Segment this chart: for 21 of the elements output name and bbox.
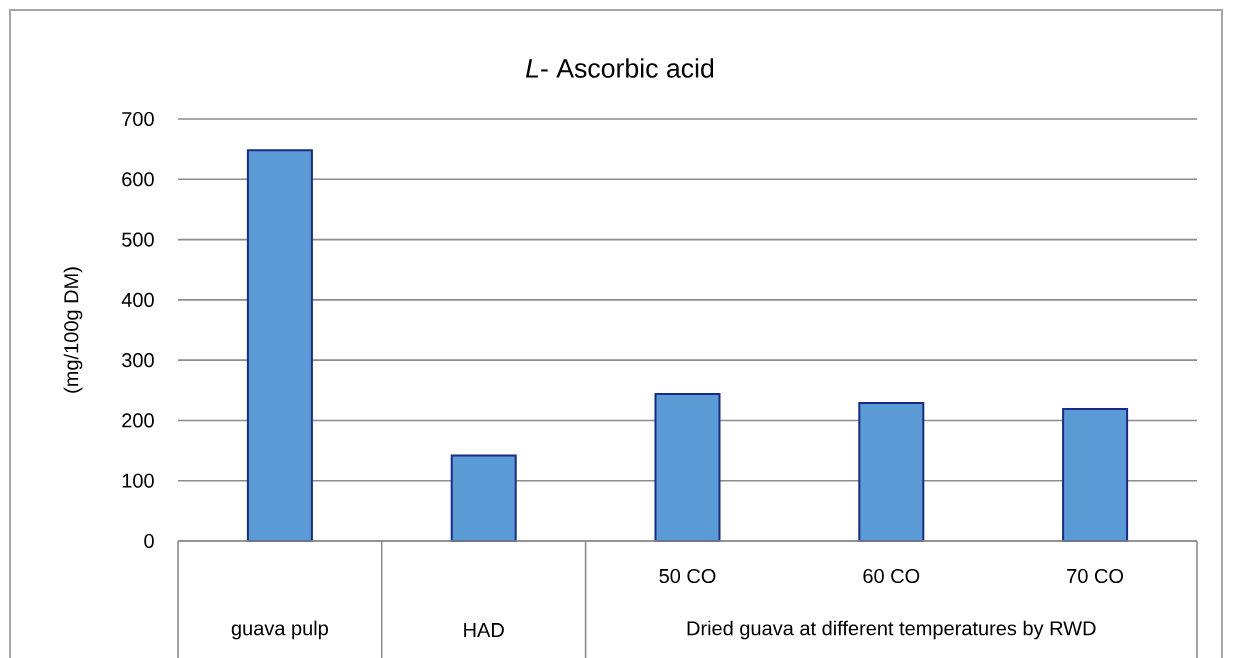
y-tick-label: 700 [122, 111, 154, 127]
bar [1062, 407, 1129, 542]
x-tick-label: 70 CO [1067, 568, 1124, 584]
text: Dried guava at different temperatures by RWD [687, 620, 1096, 640]
bar [450, 454, 517, 542]
y-tick-label: 300 [122, 353, 154, 368]
x-tick-label: 50 CO [659, 568, 716, 584]
x-tick-label: guava pulp [231, 620, 328, 640]
y-tick-label: 400 [121, 292, 154, 307]
bar [654, 392, 721, 542]
x-tick-label: HAD [464, 623, 504, 637]
chart-title: L- Ascorbic acid [525, 58, 714, 78]
bar [858, 401, 925, 542]
y-tick-label: 200 [122, 413, 154, 428]
y-tick-label: 600 [122, 172, 154, 187]
y-tick-label: 0 [144, 533, 154, 549]
y-tick-label: 500 [122, 232, 154, 247]
x-tick-label: 60 CO [863, 568, 920, 584]
bar [246, 149, 313, 542]
y-tick-label: 100 [122, 473, 154, 488]
y-axis-title: (mg/100g DM) [63, 267, 83, 393]
